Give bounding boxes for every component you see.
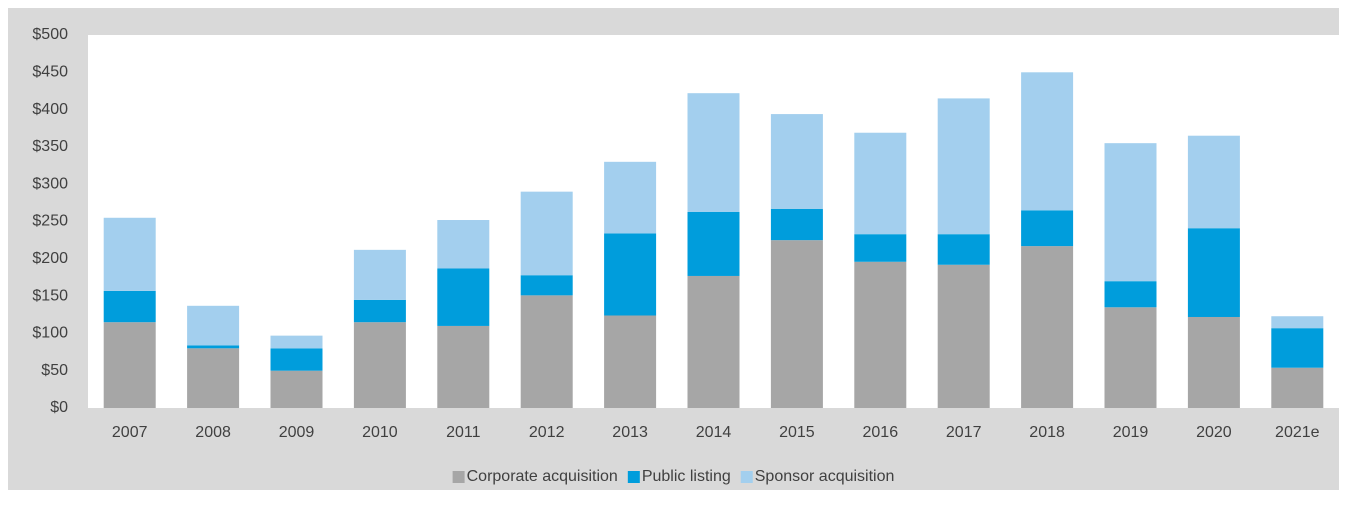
y-tick-label: $450 bbox=[32, 64, 68, 81]
legend-swatch bbox=[740, 471, 753, 483]
legend-swatch bbox=[452, 471, 465, 483]
bar-segment bbox=[353, 249, 406, 300]
x-tick-label: 2017 bbox=[946, 424, 982, 441]
y-tick-label: $350 bbox=[32, 138, 68, 155]
bar-segment bbox=[187, 305, 240, 346]
bar-segment bbox=[103, 290, 156, 323]
bar-segment bbox=[1187, 316, 1240, 408]
legend-label: Sponsor acquisition bbox=[755, 468, 895, 485]
bar-segment bbox=[1187, 135, 1240, 229]
bar-segment bbox=[270, 348, 323, 371]
bar-segment bbox=[270, 335, 323, 349]
bar-segment bbox=[437, 325, 490, 408]
y-tick-label: $400 bbox=[32, 101, 68, 118]
x-tick-label: 2016 bbox=[863, 424, 899, 441]
bar-segment bbox=[1271, 367, 1324, 408]
bar-segment bbox=[187, 345, 240, 349]
legend-label: Public listing bbox=[642, 468, 731, 485]
y-tick-label: $0 bbox=[50, 399, 68, 416]
y-tick-label: $150 bbox=[32, 287, 68, 304]
bar-segment bbox=[687, 275, 740, 408]
bar-segment bbox=[103, 217, 156, 291]
bar-segment bbox=[353, 299, 406, 323]
bar-segment bbox=[770, 240, 823, 408]
bar-segment bbox=[854, 234, 907, 262]
x-tick-label: 2008 bbox=[195, 424, 231, 441]
bar-segment bbox=[937, 98, 990, 235]
bar-segment bbox=[1021, 210, 1074, 247]
bar-segment bbox=[520, 295, 573, 408]
x-tick-label: 2012 bbox=[529, 424, 565, 441]
bar-segment bbox=[604, 315, 657, 408]
bar-segment bbox=[770, 208, 823, 241]
y-tick-label: $200 bbox=[32, 250, 68, 267]
bar-segment bbox=[854, 132, 907, 235]
x-tick-label: 2011 bbox=[446, 424, 481, 441]
bar-segment bbox=[604, 233, 657, 316]
bar-segment bbox=[1104, 143, 1157, 282]
bar-segment bbox=[187, 348, 240, 408]
bar-segment bbox=[687, 93, 740, 212]
y-tick-label: $50 bbox=[41, 362, 68, 379]
bar-segment bbox=[103, 322, 156, 408]
bar-segment bbox=[1187, 228, 1240, 317]
bar-segment bbox=[1104, 281, 1157, 308]
x-tick-label: 2013 bbox=[612, 424, 648, 441]
bar-segment bbox=[854, 261, 907, 408]
x-tick-label: 2019 bbox=[1113, 424, 1149, 441]
bar-segment bbox=[770, 114, 823, 209]
bar-segment bbox=[937, 234, 990, 265]
x-tick-label: 2014 bbox=[696, 424, 732, 441]
bar-segment bbox=[437, 268, 490, 326]
x-tick-label: 2021e bbox=[1275, 424, 1320, 441]
y-tick-label: $250 bbox=[32, 213, 68, 230]
bar-segment bbox=[520, 191, 573, 276]
x-tick-label: 2009 bbox=[279, 424, 315, 441]
x-tick-label: 2020 bbox=[1196, 424, 1232, 441]
bar-segment bbox=[1104, 307, 1157, 408]
bar-segment bbox=[1271, 316, 1324, 329]
y-tick-label: $500 bbox=[32, 26, 68, 43]
bar-segment bbox=[353, 322, 406, 408]
legend-swatch bbox=[627, 471, 640, 483]
y-tick-label: $300 bbox=[32, 175, 68, 192]
bar-segment bbox=[1021, 72, 1074, 211]
bar-segment bbox=[1271, 328, 1324, 368]
bar-segment bbox=[604, 161, 657, 234]
bar-segment bbox=[520, 275, 573, 296]
x-tick-label: 2007 bbox=[112, 424, 148, 441]
bar-segment bbox=[687, 211, 740, 276]
x-tick-label: 2018 bbox=[1029, 424, 1065, 441]
legend-label: Corporate acquisition bbox=[467, 468, 618, 485]
x-tick-label: 2010 bbox=[362, 424, 398, 441]
bar-segment bbox=[437, 220, 490, 269]
y-tick-label: $100 bbox=[32, 325, 68, 342]
bar-segment bbox=[1021, 246, 1074, 408]
bar-segment bbox=[270, 370, 323, 408]
x-tick-label: 2015 bbox=[779, 424, 815, 441]
bar-segment bbox=[937, 264, 990, 408]
